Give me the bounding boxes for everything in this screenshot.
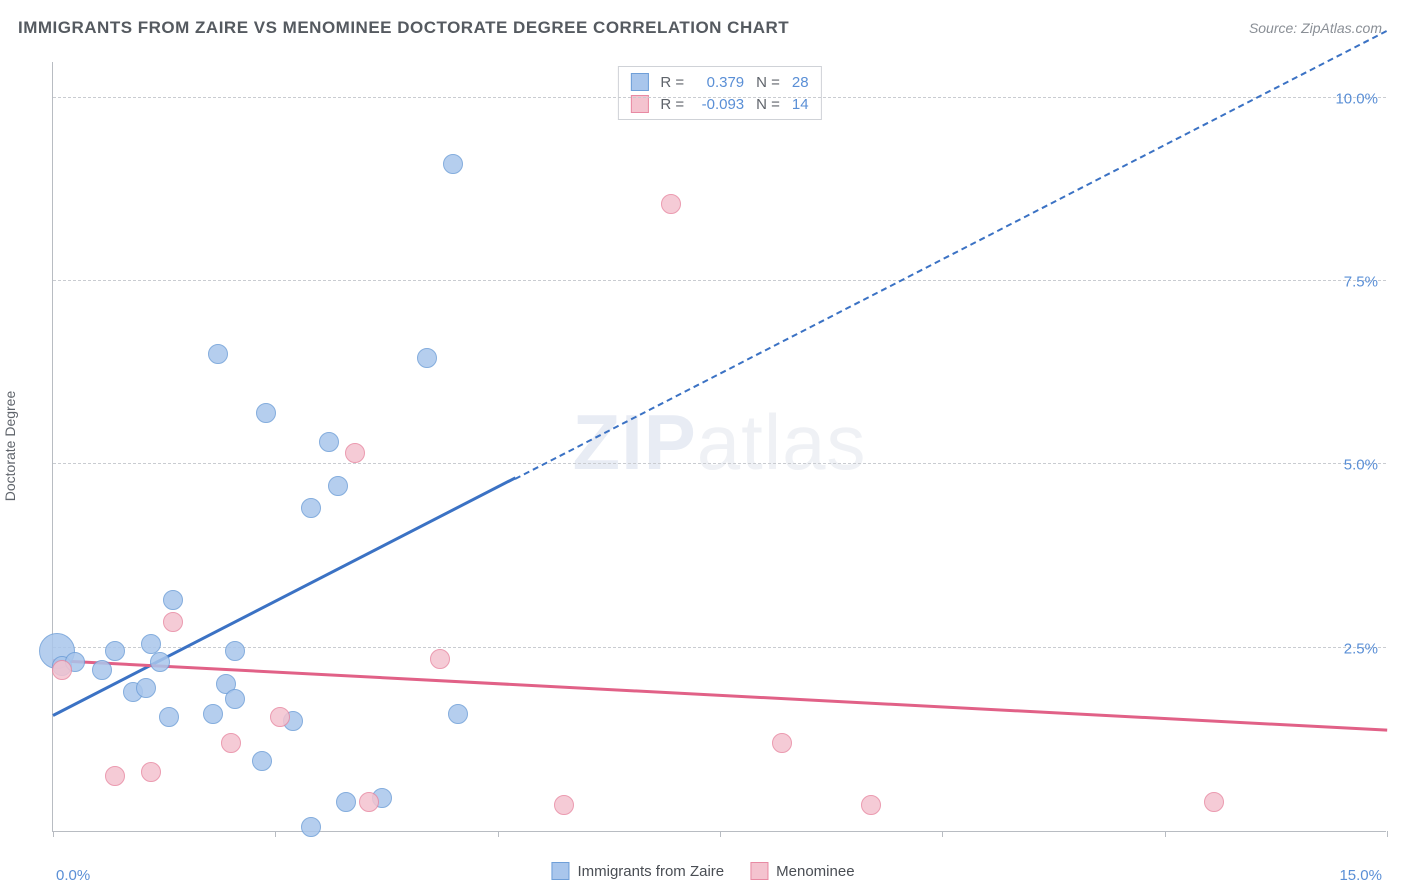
- legend-swatch-series-1: [551, 862, 569, 880]
- data-point: [92, 660, 112, 680]
- data-point: [417, 348, 437, 368]
- source-attribution: Source: ZipAtlas.com: [1249, 20, 1382, 36]
- gridline-h: [53, 97, 1386, 98]
- data-point: [141, 634, 161, 654]
- n-value-series-1: 28: [792, 74, 809, 91]
- x-tick: [275, 831, 276, 837]
- r-label: R =: [660, 74, 684, 91]
- r-value-series-1: 0.379: [696, 74, 744, 91]
- series-legend: Immigrants from Zaire Menominee: [551, 862, 854, 880]
- data-point: [328, 476, 348, 496]
- swatch-series-2: [630, 95, 648, 113]
- data-point: [772, 733, 792, 753]
- legend-label-series-2: Menominee: [776, 863, 854, 880]
- data-point: [319, 432, 339, 452]
- x-axis-max-label: 15.0%: [1339, 867, 1382, 884]
- data-point: [150, 652, 170, 672]
- r-value-series-2: -0.093: [696, 96, 744, 113]
- n-label: N =: [756, 96, 780, 113]
- data-point: [141, 762, 161, 782]
- watermark: ZIPatlas: [572, 396, 866, 487]
- data-point: [430, 649, 450, 669]
- data-point: [163, 612, 183, 632]
- r-label: R =: [660, 96, 684, 113]
- data-point: [203, 704, 223, 724]
- data-point: [105, 641, 125, 661]
- data-point: [163, 590, 183, 610]
- data-point: [359, 792, 379, 812]
- data-point: [225, 689, 245, 709]
- data-point: [661, 194, 681, 214]
- x-tick: [1165, 831, 1166, 837]
- x-tick: [1387, 831, 1388, 837]
- data-point: [136, 678, 156, 698]
- data-point: [554, 795, 574, 815]
- x-tick: [720, 831, 721, 837]
- swatch-series-1: [630, 73, 648, 91]
- n-label: N =: [756, 74, 780, 91]
- x-tick: [942, 831, 943, 837]
- stats-legend: R = 0.379 N = 28 R = -0.093 N = 14: [617, 66, 821, 120]
- watermark-atlas: atlas: [697, 397, 867, 485]
- gridline-h: [53, 280, 1386, 281]
- stats-row-series-1: R = 0.379 N = 28: [630, 71, 808, 93]
- scatter-plot-area: ZIPatlas R = 0.379 N = 28 R = -0.093 N =…: [52, 62, 1386, 832]
- gridline-h: [53, 647, 1386, 648]
- gridline-h: [53, 463, 1386, 464]
- data-point: [301, 498, 321, 518]
- x-tick: [53, 831, 54, 837]
- legend-item-series-1: Immigrants from Zaire: [551, 862, 724, 880]
- data-point: [105, 766, 125, 786]
- n-value-series-2: 14: [792, 96, 809, 113]
- data-point: [221, 733, 241, 753]
- y-tick-label: 5.0%: [1344, 457, 1378, 474]
- data-point: [861, 795, 881, 815]
- data-point: [256, 403, 276, 423]
- legend-swatch-series-2: [750, 862, 768, 880]
- data-point: [345, 443, 365, 463]
- source-prefix: Source:: [1249, 20, 1301, 36]
- data-point: [270, 707, 290, 727]
- x-tick: [498, 831, 499, 837]
- trend-line: [53, 659, 1387, 732]
- chart-title: IMMIGRANTS FROM ZAIRE VS MENOMINEE DOCTO…: [18, 18, 789, 38]
- data-point: [252, 751, 272, 771]
- legend-item-series-2: Menominee: [750, 862, 854, 880]
- data-point: [443, 154, 463, 174]
- legend-label-series-1: Immigrants from Zaire: [577, 863, 724, 880]
- source-name: ZipAtlas.com: [1301, 20, 1382, 36]
- data-point: [301, 817, 321, 837]
- watermark-zip: ZIP: [572, 397, 696, 485]
- y-tick-label: 10.0%: [1335, 90, 1378, 107]
- y-tick-label: 2.5%: [1344, 640, 1378, 657]
- data-point: [208, 344, 228, 364]
- data-point: [159, 707, 179, 727]
- data-point: [1204, 792, 1224, 812]
- x-axis-min-label: 0.0%: [56, 867, 90, 884]
- y-axis-label: Doctorate Degree: [2, 391, 18, 502]
- data-point: [336, 792, 356, 812]
- data-point: [52, 660, 72, 680]
- data-point: [448, 704, 468, 724]
- data-point: [225, 641, 245, 661]
- y-tick-label: 7.5%: [1344, 274, 1378, 291]
